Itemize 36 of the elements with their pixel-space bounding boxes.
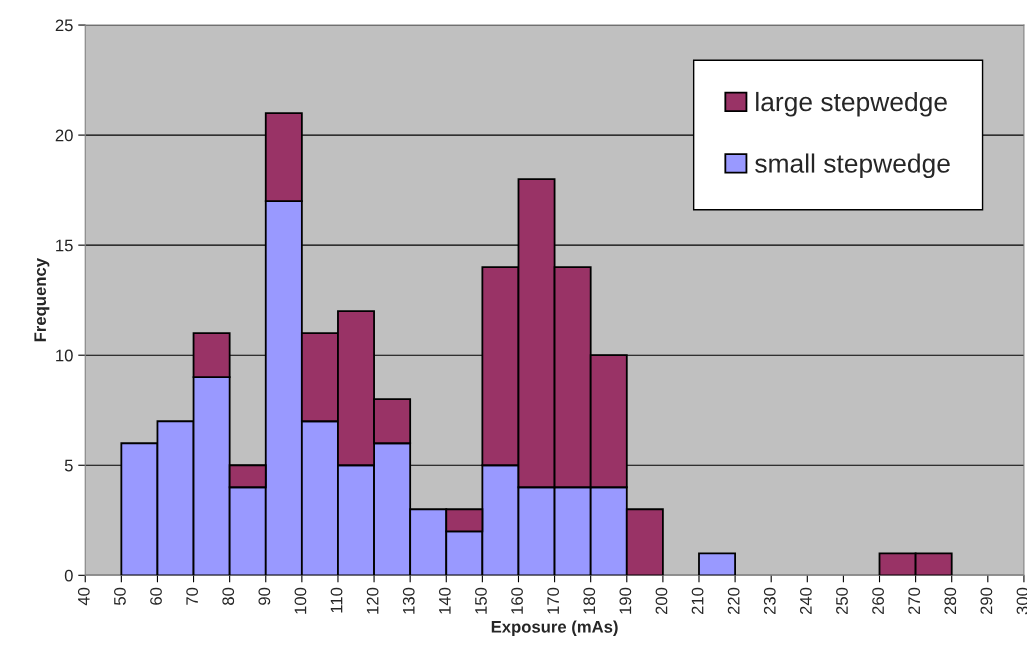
y-tick-label: 15 — [56, 239, 73, 252]
x-tick-label: 70 — [186, 587, 199, 605]
x-tick-label: 100 — [294, 587, 307, 614]
x-tick-label: 90 — [258, 587, 271, 605]
y-tick-label: 0 — [64, 569, 73, 582]
x-tick-label: 190 — [619, 587, 632, 614]
x-tick-label: 200 — [655, 587, 668, 615]
x-tick-label: 280 — [944, 587, 957, 615]
x-tick-label: 60 — [150, 587, 162, 605]
y-tick-label: 5 — [64, 459, 73, 472]
x-tick-label: 130 — [402, 587, 415, 614]
legend-label: large stepwedge — [756, 91, 947, 117]
x-tick-label: 250 — [836, 587, 848, 615]
y-tick-label: 25 — [55, 19, 73, 32]
x-tick-label: 140 — [438, 587, 451, 614]
y-axis-title: Frequency — [34, 258, 50, 342]
x-tick-label: 210 — [691, 587, 704, 615]
x-tick-label: 150 — [475, 587, 487, 614]
y-tick-label: 20 — [55, 129, 73, 142]
x-tick-label: 230 — [763, 587, 776, 615]
x-axis-title: Exposure (mAs) — [491, 620, 618, 637]
x-tick-label: 40 — [77, 587, 90, 606]
x-tick-label: 50 — [114, 587, 126, 605]
x-tick-label: 170 — [547, 587, 560, 614]
x-tick-label: 240 — [799, 587, 812, 615]
x-tick-label: 120 — [366, 587, 379, 614]
legend-label: small stepwedge — [755, 153, 950, 179]
x-tick-label: 220 — [727, 587, 740, 615]
x-tick-label: 110 — [330, 587, 343, 613]
x-tick-label: 260 — [872, 587, 884, 615]
x-tick-label: 290 — [980, 587, 993, 615]
x-tick-label: 80 — [222, 587, 235, 605]
y-tick-label: 10 — [56, 349, 73, 362]
x-tick-label: 160 — [511, 587, 523, 614]
x-tick-label: 180 — [583, 587, 596, 614]
x-tick-label: 270 — [908, 587, 921, 615]
